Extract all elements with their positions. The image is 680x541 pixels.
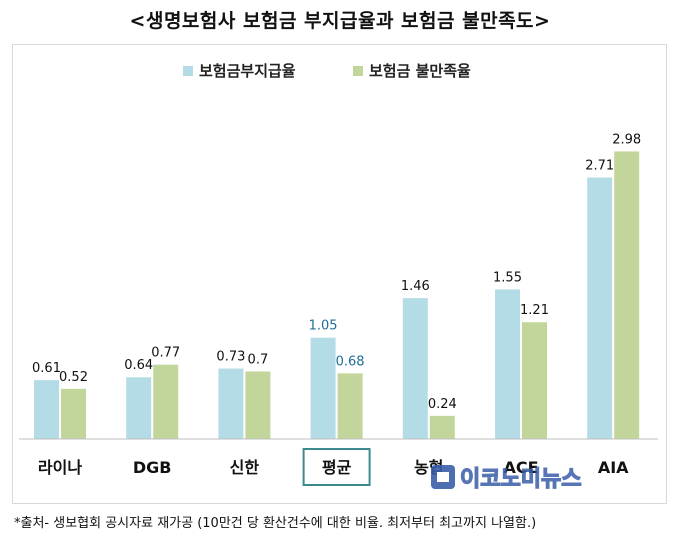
data-label-2-3: 0.68 — [336, 354, 365, 369]
data-label-1-1: 0.64 — [124, 358, 153, 373]
footnote: *출처- 생보협회 공시자료 재가공 (10만건 당 환산건수에 대한 비율. … — [14, 516, 537, 531]
bar-1-6 — [587, 177, 613, 440]
x-tick-label-2: 신한 — [230, 458, 260, 477]
bar-chart: 보험금부지급율 보험금 불만족율 0.610.52 0.640.77 0.73 0.7 1… — [19, 62, 658, 493]
bar-2-4 — [429, 415, 455, 439]
bar-1-1 — [126, 377, 152, 439]
legend-label-2: 보험금 불만족율 — [369, 62, 471, 80]
bar-2-6 — [614, 151, 640, 439]
data-label-2-5: 1.21 — [520, 303, 549, 318]
bar-2-1 — [153, 364, 179, 439]
watermark: 이코노미뉴스 — [431, 465, 582, 493]
data-label-1-0: 0.61 — [32, 361, 61, 376]
bar-1-0 — [34, 380, 59, 439]
data-label-1-5: 1.55 — [493, 270, 522, 285]
legend-label-1: 보험금부지급율 — [199, 62, 296, 80]
data-label-2-4: 0.24 — [428, 397, 457, 412]
chart-frame: 보험금부지급율 보험금 불만족율 0.61 0.52 0.64 0.77 0.73 0.7 1… — [12, 44, 667, 504]
legend-swatch-1 — [183, 66, 193, 76]
x-tick-label-0: 라이나 — [38, 458, 82, 477]
bar-1-4 — [402, 298, 428, 439]
x-tick-label-3: 평균 — [322, 458, 352, 477]
bar-2-0 — [61, 388, 86, 439]
data-label-1-2: 0.73 — [216, 350, 245, 365]
legend: 보험금부지급율 보험금 불만족율 — [183, 62, 471, 80]
bar-1-5 — [495, 289, 520, 439]
highlight-box — [302, 448, 371, 486]
x-tick-label-5: ACE — [503, 458, 538, 477]
x-tick-label-6: AIA — [598, 458, 629, 477]
legend-swatch-2 — [353, 66, 363, 76]
bar-2-3 — [337, 373, 363, 439]
bar-1-3 — [310, 337, 336, 439]
bar-2-5 — [522, 322, 547, 439]
data-label-2-6: 2.98 — [612, 132, 641, 147]
data-label-2-1: 0.77 — [151, 346, 180, 361]
data-labels: 0.610.52 0.640.77 0.73 0.7 1.05 0.68 1.46 0.24 1… — [32, 132, 641, 411]
data-label-1-3: 1.05 — [309, 319, 338, 334]
data-label-2-2: 0.7 — [248, 352, 269, 367]
x-tick-label-1: DGB — [133, 458, 172, 477]
data-label-1-4: 1.46 — [401, 279, 430, 294]
bars — [34, 151, 640, 440]
watermark-logo-mark — [437, 472, 449, 482]
data-label-1-6: 2.71 — [585, 158, 614, 173]
bar-2-2 — [245, 371, 271, 439]
chart-title: <생명보험사 보험금 부지급율과 보험금 불만족도> — [129, 10, 551, 32]
bar-1-2 — [218, 368, 244, 439]
x-axis-categories: 라이나 DGB 신한 평균 농협 ACE AIA — [38, 448, 629, 486]
watermark-text: 이코노미뉴스 — [460, 467, 581, 492]
data-label-2-0: 0.52 — [59, 370, 88, 385]
